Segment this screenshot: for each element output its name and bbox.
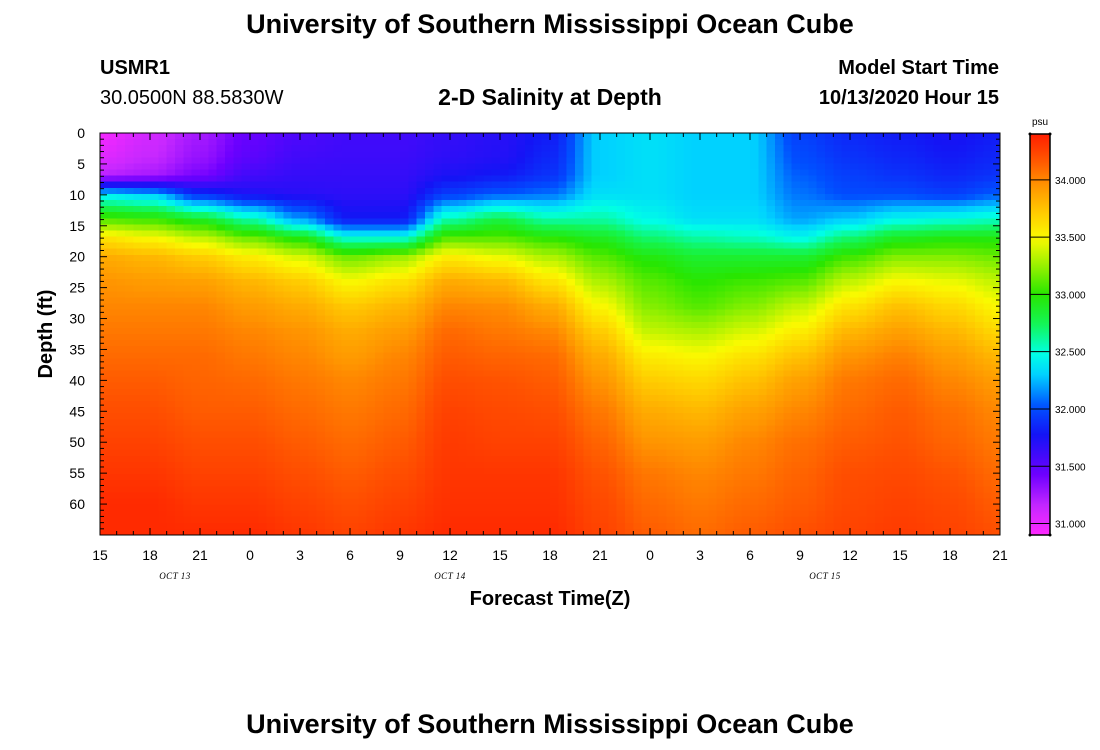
x-axis-title: Forecast Time(Z) — [470, 588, 631, 610]
x-tick-label: 21 — [192, 547, 208, 563]
x-date-label: OCT 14 — [434, 571, 466, 581]
x-tick-label: 18 — [142, 547, 158, 563]
x-tick-label: 12 — [842, 547, 858, 563]
x-date-label: OCT 15 — [809, 571, 841, 581]
x-tick-label: 6 — [746, 547, 754, 563]
x-tick-label: 3 — [696, 547, 704, 563]
x-tick-label: 21 — [592, 547, 608, 563]
colorbar-corner-dot — [1048, 533, 1052, 537]
station-id: USMR1 — [100, 57, 171, 79]
y-tick-label: 40 — [69, 372, 85, 388]
colorbar-label: 33.000 — [1055, 290, 1086, 301]
x-tick-label: 21 — [992, 547, 1008, 563]
colorbar-label: 31.000 — [1055, 520, 1086, 531]
x-tick-label: 12 — [442, 547, 458, 563]
colorbar-label: 32.000 — [1055, 405, 1086, 416]
colorbar-label: 33.500 — [1055, 233, 1086, 244]
station-coordinates: 30.0500N 88.5830W — [100, 87, 284, 109]
y-tick-label: 60 — [69, 496, 85, 512]
x-tick-label: 3 — [296, 547, 304, 563]
model-start-label: Model Start Time — [838, 57, 999, 79]
colorbar-corner-dot — [1048, 132, 1052, 136]
y-tick-label: 15 — [69, 218, 85, 234]
y-tick-label: 35 — [69, 341, 85, 357]
x-tick-label: 6 — [346, 547, 354, 563]
x-tick-label: 0 — [246, 547, 254, 563]
x-tick-label: 9 — [396, 547, 404, 563]
y-tick-label: 55 — [69, 465, 85, 481]
y-tick-label: 30 — [69, 311, 85, 327]
x-tick-label: 18 — [542, 547, 558, 563]
colorbar-label: 31.500 — [1055, 462, 1086, 473]
y-tick-label: 5 — [77, 156, 85, 172]
x-tick-label: 15 — [92, 547, 108, 563]
colorbar: psu 31.000 31.500 32.000 32.500 33.000 33.500… — [1028, 117, 1086, 537]
colorbar-label: 32.500 — [1055, 348, 1086, 359]
colorbar-label: 34.000 — [1055, 176, 1086, 187]
x-tick-label: 9 — [796, 547, 804, 563]
colorbar-unit: psu — [1032, 117, 1048, 128]
x-date-label: OCT 13 — [159, 571, 191, 581]
y-axis-title: Depth (ft) — [35, 290, 57, 379]
colorbar-gradient — [1029, 133, 1051, 536]
x-tick-label: 15 — [492, 547, 508, 563]
y-tick-label: 0 — [77, 125, 85, 141]
salinity-heatmap — [100, 133, 1000, 535]
colorbar-corner-dot — [1028, 132, 1032, 136]
page-title: University of Southern Mississippi Ocean… — [246, 9, 854, 39]
y-tick-label: 25 — [69, 280, 85, 296]
footer-title: University of Southern Mississippi Ocean… — [246, 709, 854, 739]
x-tick-label: 18 — [942, 547, 958, 563]
y-tick-label: 45 — [69, 403, 85, 419]
y-axis: 0 5 10 15 20 25 30 35 40 45 50 55 60 — [69, 125, 1000, 536]
model-start-value: 10/13/2020 Hour 15 — [818, 87, 999, 109]
y-tick-label: 20 — [69, 249, 85, 265]
y-tick-label: 50 — [69, 434, 85, 450]
colorbar-corner-dot — [1028, 533, 1032, 537]
x-tick-label: 0 — [646, 547, 654, 563]
plot-title: 2-D Salinity at Depth — [438, 84, 662, 110]
y-tick-label: 10 — [69, 187, 85, 203]
x-tick-label: 15 — [892, 547, 908, 563]
